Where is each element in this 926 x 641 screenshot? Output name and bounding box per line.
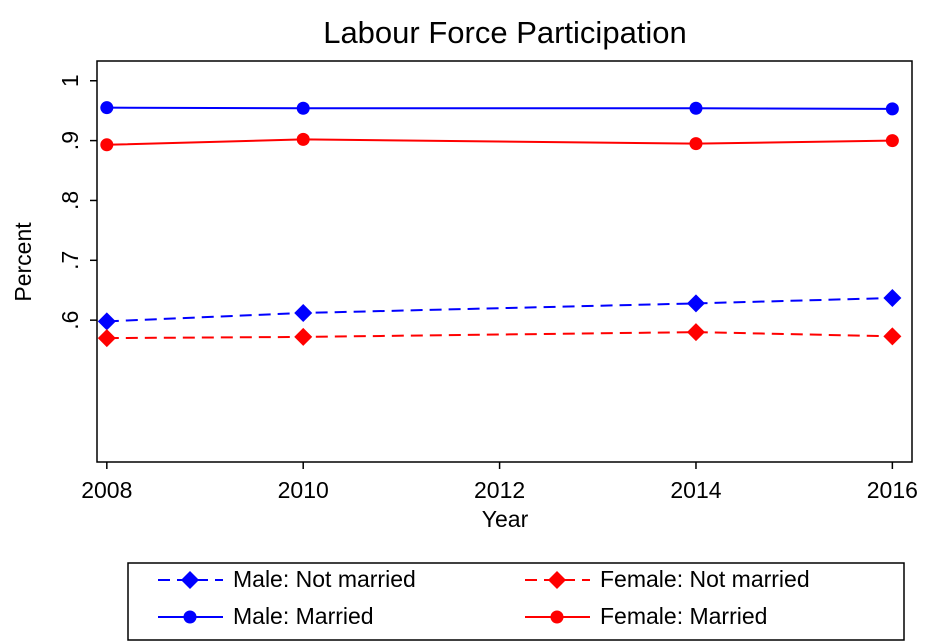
x-tick-label: 2016 [867, 477, 918, 503]
data-point [686, 323, 705, 342]
data-point [97, 329, 116, 348]
y-tick-label: 1 [57, 74, 83, 87]
data-point [686, 294, 705, 313]
legend-marker [181, 571, 199, 589]
data-point [885, 134, 899, 148]
y-tick-label: .7 [57, 251, 83, 270]
y-tick-label: .9 [57, 131, 83, 150]
data-point [97, 312, 116, 331]
legend-label: Male: Married [233, 603, 374, 629]
data-point [885, 102, 899, 116]
legend-label: Female: Married [600, 603, 767, 629]
series-line [106, 331, 893, 340]
chart-title: Labour Force Participation [323, 15, 687, 50]
series-line [106, 106, 893, 110]
data-point [294, 327, 313, 346]
legend-frame [127, 562, 905, 641]
data-point [883, 327, 902, 346]
data-point [689, 137, 703, 151]
legend-label: Male: Not married [233, 566, 416, 592]
y-tick-label: .6 [57, 311, 83, 330]
x-tick-label: 2008 [81, 477, 132, 503]
legend-marker [550, 610, 564, 624]
x-tick-label: 2010 [278, 477, 329, 503]
data-point [100, 101, 114, 115]
data-point [294, 303, 313, 322]
y-axis-label: Percent [10, 222, 36, 302]
x-tick-label: 2012 [474, 477, 525, 503]
data-point [100, 138, 114, 152]
plot-frame [96, 60, 913, 463]
data-point [883, 289, 902, 308]
series-line [106, 297, 893, 323]
data-point [296, 101, 310, 115]
series-line [106, 138, 893, 146]
x-axis-label: Year [482, 506, 529, 532]
data-point [296, 132, 310, 146]
legend-marker [548, 571, 566, 589]
y-tick-label: .8 [57, 191, 83, 210]
x-tick-label: 2014 [670, 477, 721, 503]
legend-label: Female: Not married [600, 566, 810, 592]
data-point [689, 101, 703, 115]
legend-marker [183, 610, 197, 624]
